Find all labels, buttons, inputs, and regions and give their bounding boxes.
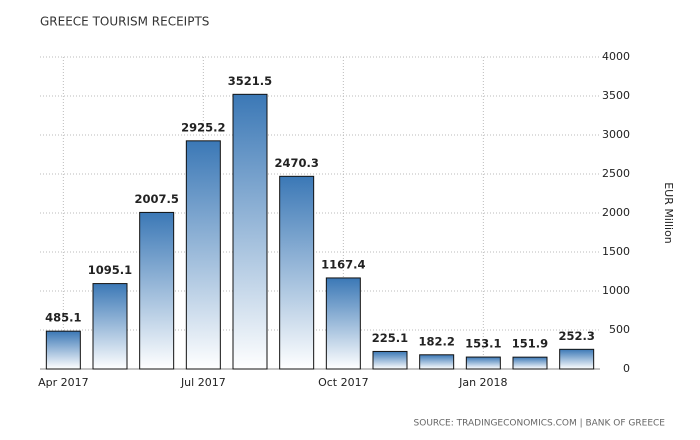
y-tick-label: 4000	[602, 50, 630, 63]
value-label: 485.1	[45, 311, 81, 325]
value-label: 2007.5	[134, 192, 178, 206]
x-tick-label: Apr 2017	[38, 376, 89, 389]
y-axis-label: EUR Million	[662, 182, 675, 244]
bar	[45, 330, 81, 370]
x-tick-label: Jul 2017	[180, 376, 226, 389]
value-label: 2470.3	[274, 156, 318, 170]
y-tick-label: 2500	[602, 167, 630, 180]
bar	[325, 277, 361, 370]
value-label: 3521.5	[228, 74, 272, 88]
bar	[465, 356, 501, 370]
value-label: 252.3	[558, 329, 594, 343]
bar	[185, 140, 221, 370]
y-tick-label: 0	[623, 362, 630, 375]
y-tick-label: 500	[609, 323, 630, 336]
bar	[372, 350, 408, 370]
value-label: 153.1	[465, 337, 501, 351]
value-label: 225.1	[372, 331, 408, 345]
value-label: 1167.4	[321, 257, 365, 271]
bar	[512, 356, 548, 370]
value-label: 1095.1	[88, 263, 132, 277]
y-tick-label: 1000	[602, 284, 630, 297]
y-tick-label: 3000	[602, 128, 630, 141]
bar	[279, 175, 315, 370]
y-tick-label: 3500	[602, 89, 630, 102]
x-tick-label: Jan 2018	[458, 376, 507, 389]
value-label: 2925.2	[181, 120, 225, 134]
x-tick-label: Oct 2017	[318, 376, 369, 389]
bar	[92, 283, 128, 370]
bar	[232, 93, 268, 370]
y-tick-label: 1500	[602, 245, 630, 258]
bar	[419, 354, 455, 370]
value-label: 151.9	[512, 337, 548, 351]
value-label: 182.2	[418, 334, 454, 348]
y-tick-label: 2000	[602, 206, 630, 219]
source: SOURCE: TRADINGECONOMICS.COM | BANK OF G…	[414, 419, 666, 429]
bar	[139, 211, 175, 370]
chart-title: GREECE TOURISM RECEIPTS	[40, 15, 209, 29]
bar	[559, 348, 595, 370]
